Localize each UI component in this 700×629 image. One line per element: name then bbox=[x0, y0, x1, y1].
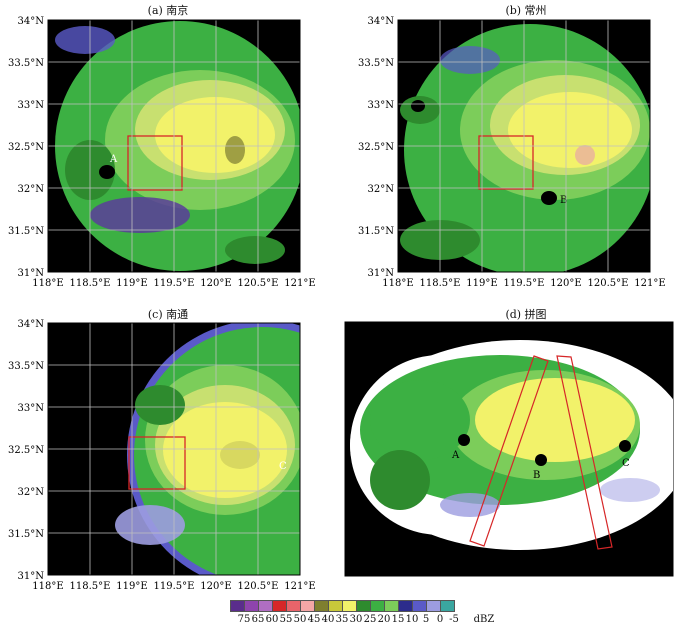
x-tick-label: 118°E bbox=[382, 278, 413, 289]
x-tick-label: 119°E bbox=[116, 278, 147, 289]
y-tick-label: 34°N bbox=[368, 16, 395, 27]
legend-swatch bbox=[272, 600, 287, 612]
legend-label: 45 bbox=[307, 614, 321, 625]
legend-label: 15 bbox=[391, 614, 405, 625]
legend-label: -5 bbox=[449, 614, 459, 625]
legend-swatch bbox=[258, 600, 273, 612]
y-tick-label: 33.5°N bbox=[8, 58, 44, 69]
panel-title-c: (c) 南通 bbox=[147, 308, 189, 321]
x-tick-label: 118.5°E bbox=[420, 278, 461, 289]
x-tick-label: 119°E bbox=[116, 581, 147, 592]
x-tick-label: 118°E bbox=[32, 581, 63, 592]
y-tick-label: 32.5°N bbox=[8, 142, 44, 153]
legend-swatch bbox=[426, 600, 441, 612]
marker-a: A bbox=[109, 154, 118, 165]
y-tick-label: 31.5°N bbox=[8, 529, 44, 540]
marker-d-c: C bbox=[622, 458, 630, 469]
legend-swatch bbox=[300, 600, 315, 612]
legend-swatch bbox=[328, 600, 343, 612]
legend-swatch bbox=[230, 600, 245, 612]
marker-b: B bbox=[560, 195, 567, 206]
y-tick-label: 33.5°N bbox=[358, 58, 394, 69]
x-tick-label: 118°E bbox=[32, 278, 63, 289]
x-tick-label: 119.5°E bbox=[154, 581, 195, 592]
x-tick-label: 121°E bbox=[284, 581, 315, 592]
x-tick-label: 120.5°E bbox=[238, 581, 279, 592]
y-tick-label: 33°N bbox=[18, 100, 45, 111]
x-tick-label: 120°E bbox=[200, 278, 231, 289]
legend-swatch bbox=[370, 600, 385, 612]
legend-label: 40 bbox=[321, 614, 335, 625]
panel-frame-b bbox=[397, 19, 651, 273]
legend-swatch bbox=[286, 600, 301, 612]
x-tick-label: 120°E bbox=[550, 278, 581, 289]
y-tick-label: 34°N bbox=[18, 319, 45, 330]
legend-swatch bbox=[384, 600, 399, 612]
panel-frames bbox=[47, 19, 651, 576]
y-tick-label: 33°N bbox=[18, 403, 45, 414]
legend-swatch bbox=[342, 600, 357, 612]
legend-unit: dBZ bbox=[473, 614, 495, 625]
y-tick-label: 32.5°N bbox=[358, 142, 394, 153]
legend-label: 75 bbox=[237, 614, 251, 625]
y-tick-label: 32.5°N bbox=[8, 445, 44, 456]
marker-d-b: B bbox=[533, 470, 540, 481]
legend-label: 5 bbox=[422, 614, 430, 625]
legend-label: 10 bbox=[405, 614, 419, 625]
marker-c: C bbox=[279, 461, 287, 472]
legend-label: 0 bbox=[436, 614, 444, 625]
legend-label: 20 bbox=[377, 614, 391, 625]
y-tick-label: 31.5°N bbox=[358, 226, 394, 237]
y-tick-label: 31°N bbox=[18, 571, 45, 582]
legend-label: 35 bbox=[335, 614, 349, 625]
legend-swatch bbox=[314, 600, 329, 612]
y-tick-label: 32°N bbox=[18, 184, 45, 195]
panel-title-b: (b) 常州 bbox=[505, 4, 547, 17]
legend-swatch bbox=[440, 600, 455, 612]
x-tick-label: 120.5°E bbox=[238, 278, 279, 289]
y-tick-label: 32°N bbox=[368, 184, 395, 195]
legend-label: 50 bbox=[293, 614, 307, 625]
legend-label: 25 bbox=[363, 614, 377, 625]
legend-label: 30 bbox=[349, 614, 363, 625]
panel-d-map bbox=[344, 321, 674, 577]
panel-frame-a bbox=[47, 19, 301, 273]
panel-title-d: (d) 拼图 bbox=[505, 308, 547, 321]
panel-b-map bbox=[398, 20, 650, 272]
legend-label: 60 bbox=[265, 614, 279, 625]
panel-title-a: (a) 南京 bbox=[147, 4, 189, 17]
legend-swatch bbox=[356, 600, 371, 612]
y-tick-label: 32°N bbox=[18, 487, 45, 498]
y-tick-label: 31°N bbox=[368, 268, 395, 279]
x-tick-label: 118.5°E bbox=[70, 278, 111, 289]
x-tick-label: 118.5°E bbox=[70, 581, 111, 592]
y-tick-label: 33.5°N bbox=[8, 361, 44, 372]
x-tick-label: 121°E bbox=[634, 278, 665, 289]
y-tick-label: 31°N bbox=[18, 268, 45, 279]
legend-label: 65 bbox=[251, 614, 265, 625]
x-tick-label: 119°E bbox=[466, 278, 497, 289]
x-tick-label: 119.5°E bbox=[504, 278, 545, 289]
legend-swatch bbox=[398, 600, 413, 612]
y-tick-label: 33°N bbox=[368, 100, 395, 111]
panel-frame-c bbox=[47, 322, 301, 576]
x-tick-label: 119.5°E bbox=[154, 278, 195, 289]
axis-ticks: 118°E 34°N 118.5°E 33.5°N 119°E 33°N 119.5°E 32… bbox=[8, 16, 666, 592]
color-legend bbox=[230, 600, 455, 612]
x-tick-label: 121°E bbox=[284, 278, 315, 289]
y-tick-label: 34°N bbox=[18, 16, 45, 27]
legend-swatch bbox=[244, 600, 259, 612]
legend-swatch bbox=[412, 600, 427, 612]
y-tick-label: 31.5°N bbox=[8, 226, 44, 237]
legend-label: 55 bbox=[279, 614, 293, 625]
marker-d-a: A bbox=[451, 450, 460, 461]
x-tick-label: 120.5°E bbox=[588, 278, 629, 289]
x-tick-label: 120°E bbox=[200, 581, 231, 592]
